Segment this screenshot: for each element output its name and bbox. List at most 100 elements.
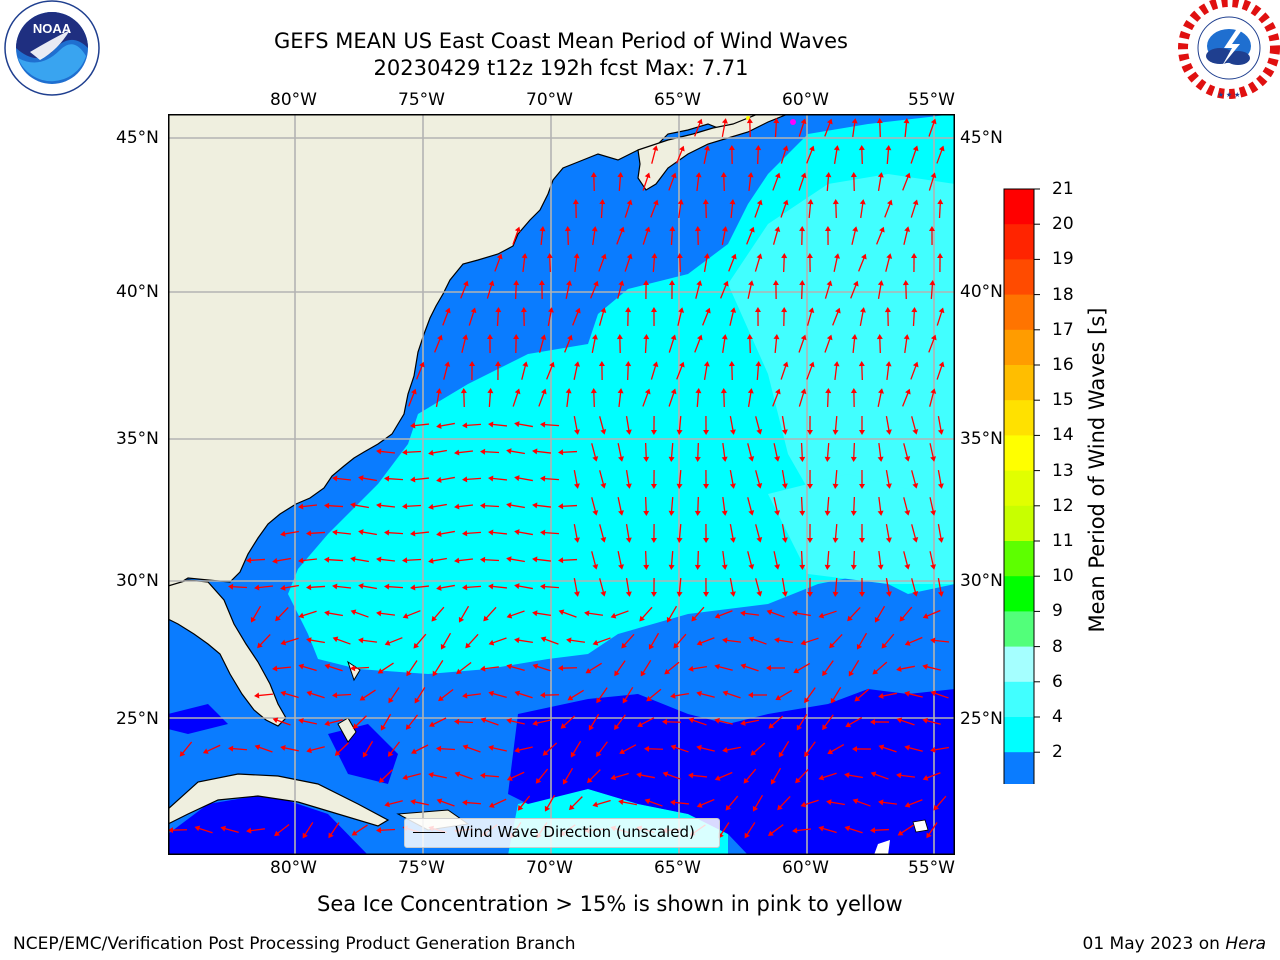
wave-direction-arrow xyxy=(532,502,552,509)
wave-direction-arrow xyxy=(792,827,812,834)
wave-direction-arrow xyxy=(468,307,477,326)
colorbar-tick-label: 4 xyxy=(1052,707,1063,727)
wave-direction-arrow xyxy=(885,416,892,435)
wave-direction-arrow xyxy=(847,606,861,622)
wave-direction-arrow xyxy=(598,253,607,272)
wave-direction-arrow xyxy=(462,692,482,699)
wave-direction-arrow xyxy=(622,686,634,704)
wave-direction-arrow xyxy=(859,577,866,597)
wave-direction-arrow xyxy=(844,772,863,779)
wave-direction-arrow xyxy=(859,199,866,219)
wave-direction-arrow xyxy=(774,637,793,644)
wave-direction-arrow xyxy=(460,388,467,408)
wave-direction-arrow xyxy=(806,469,813,489)
colorbar xyxy=(1003,188,1040,784)
wave-direction-arrow xyxy=(662,771,681,780)
wave-direction-arrow xyxy=(487,388,494,408)
wave-direction-arrow xyxy=(772,172,781,191)
colorbar-segment xyxy=(1004,611,1034,648)
wave-direction-arrow xyxy=(573,470,580,489)
wave-direction-arrow xyxy=(306,637,325,644)
colorbar-segment xyxy=(1004,752,1034,784)
wave-direction-arrow xyxy=(378,769,393,783)
lon-label-bottom-55w: 55°W xyxy=(908,858,955,878)
wave-direction-arrow xyxy=(465,633,479,649)
wave-direction-arrow xyxy=(380,713,392,731)
wave-direction-arrow xyxy=(376,556,396,563)
wave-direction-arrow xyxy=(676,415,683,435)
wave-direction-arrow xyxy=(830,686,842,704)
wave-direction-arrow xyxy=(462,799,482,806)
wave-direction-arrow xyxy=(773,497,780,516)
wave-direction-arrow xyxy=(591,443,599,462)
wave-direction-arrow xyxy=(488,421,508,428)
wave-direction-arrow xyxy=(272,717,291,726)
wave-direction-arrow xyxy=(937,416,944,435)
wave-direction-arrow xyxy=(850,388,857,408)
colorbar-tick-label: 20 xyxy=(1052,214,1074,235)
wave-direction-arrow xyxy=(780,145,789,164)
wave-direction-arrow xyxy=(766,664,786,671)
wave-direction-arrow xyxy=(806,361,815,380)
wave-direction-arrow xyxy=(599,416,607,435)
wave-direction-arrow xyxy=(461,334,469,353)
wave-direction-arrow xyxy=(599,578,607,597)
wave-direction-arrow xyxy=(877,280,884,299)
wave-direction-arrow xyxy=(617,443,624,462)
wave-direction-arrow xyxy=(546,253,553,273)
wave-direction-arrow xyxy=(585,662,602,674)
colorbar-segment xyxy=(1004,294,1034,331)
wave-direction-arrow xyxy=(806,523,813,543)
wave-direction-arrow xyxy=(833,145,840,164)
wave-direction-arrow xyxy=(747,280,754,299)
wave-direction-arrow xyxy=(616,226,625,245)
wave-direction-arrow xyxy=(590,280,599,299)
wave-direction-arrow xyxy=(384,583,404,590)
wave-direction-arrow xyxy=(781,416,788,435)
wave-direction-arrow xyxy=(573,524,580,543)
colorbar-segment xyxy=(1004,435,1034,472)
wave-direction-arrow xyxy=(929,280,936,300)
wave-direction-arrow xyxy=(877,172,884,191)
wave-direction-arrow xyxy=(688,772,708,779)
wave-direction-arrow xyxy=(306,584,326,591)
wave-direction-arrow xyxy=(746,334,753,354)
wave-direction-arrow xyxy=(773,551,780,570)
wave-direction-arrow xyxy=(740,610,760,617)
wave-direction-arrow xyxy=(588,713,600,731)
wave-direction-arrow xyxy=(859,415,866,435)
wave-direction-arrow xyxy=(435,388,442,407)
wave-direction-arrow xyxy=(852,798,871,807)
colorbar-tick-label: 12 xyxy=(1052,495,1074,516)
lon-label-top-55w: 55°W xyxy=(908,90,955,110)
wave-direction-arrow xyxy=(562,767,574,785)
lat-label-right-45n: 45°N xyxy=(960,128,1003,148)
wave-direction-arrow xyxy=(540,529,560,536)
wave-direction-arrow xyxy=(930,637,950,644)
wave-direction-arrow xyxy=(781,253,788,273)
wave-direction-arrow xyxy=(436,798,455,807)
wave-direction-arrow xyxy=(334,742,349,756)
wave-direction-arrow xyxy=(928,226,935,246)
wave-direction-arrow xyxy=(469,361,476,381)
wave-direction-arrow xyxy=(848,659,860,677)
map-frame xyxy=(168,114,955,855)
wave-direction-arrow xyxy=(436,584,455,591)
wave-direction-arrow xyxy=(729,578,736,597)
wave-direction-arrow xyxy=(896,772,916,779)
wave-direction-arrow xyxy=(179,741,193,757)
colorbar-tick-label: 19 xyxy=(1052,249,1074,270)
wave-direction-arrow xyxy=(885,524,892,543)
wave-direction-arrow xyxy=(696,744,715,752)
wave-direction-arrow xyxy=(573,578,580,597)
wave-direction-arrow xyxy=(722,746,741,753)
wave-direction-arrow xyxy=(431,606,445,622)
wave-direction-arrow xyxy=(558,449,578,456)
wave-direction-arrow xyxy=(876,334,883,354)
wave-direction-arrow xyxy=(773,443,780,462)
wave-direction-arrow xyxy=(517,795,531,811)
wave-direction-arrow xyxy=(376,502,396,509)
wave-direction-arrow xyxy=(610,772,629,781)
wave-direction-arrow xyxy=(676,145,685,164)
wave-direction-arrow xyxy=(702,199,709,219)
